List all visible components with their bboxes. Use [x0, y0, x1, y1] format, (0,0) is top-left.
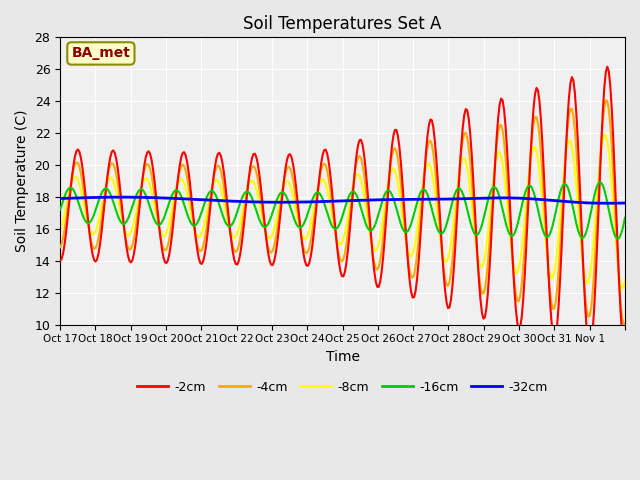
- Legend: -2cm, -4cm, -8cm, -16cm, -32cm: -2cm, -4cm, -8cm, -16cm, -32cm: [132, 376, 553, 399]
- X-axis label: Time: Time: [326, 350, 360, 364]
- Text: BA_met: BA_met: [72, 47, 131, 60]
- Y-axis label: Soil Temperature (C): Soil Temperature (C): [15, 110, 29, 252]
- Title: Soil Temperatures Set A: Soil Temperatures Set A: [243, 15, 442, 33]
